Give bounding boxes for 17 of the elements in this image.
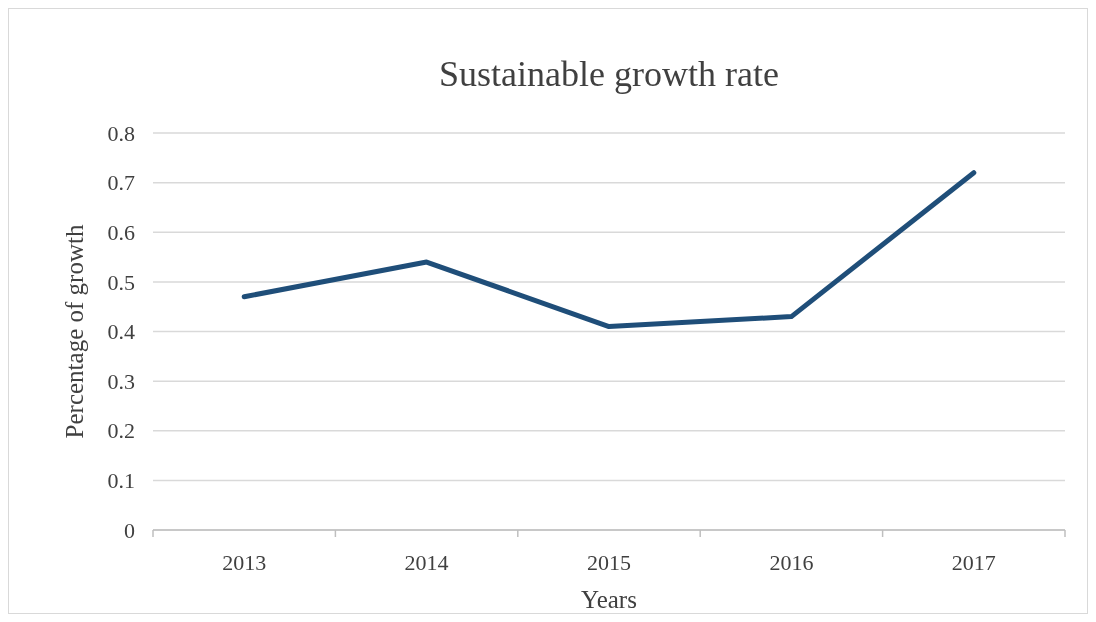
y-tick-label: 0.7 [107,170,135,196]
y-tick-label: 0 [124,517,135,543]
x-tick-label: 2014 [404,550,449,575]
y-tick-label: 0.2 [107,418,135,444]
y-tick-label: 0.3 [107,368,135,394]
chart-title: Sustainable growth rate [439,54,779,94]
y-axis-title: Percentage of growth [61,224,88,439]
x-tick-label: 2017 [951,550,996,575]
y-tick-label: 0.4 [107,319,135,345]
y-tick-label: 0.5 [107,269,135,295]
y-tick-label: 0.8 [107,120,135,146]
y-tick-label: 0.6 [107,219,135,245]
x-tick-label: 2016 [769,550,814,575]
y-tick-label: 0.1 [107,468,135,494]
x-tick-label: 2013 [222,550,267,575]
x-axis-title: Years [581,586,637,613]
x-tick-label: 2015 [587,550,631,575]
